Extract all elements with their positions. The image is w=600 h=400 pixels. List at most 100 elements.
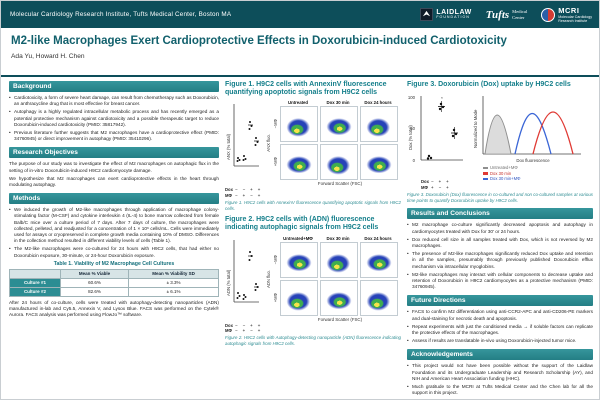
left-column: Background Cardiotoxicity, a form of sev… (9, 81, 219, 323)
title-block: M2-like Macrophages Exert Cardioprotecti… (1, 28, 599, 77)
results-bullet: M2 macrophage co-culture significantly d… (407, 222, 593, 234)
table1-row-label: Culture #1 (9, 277, 61, 288)
ack-heading: Acknowledgements (407, 349, 593, 361)
table1-cell: ± 3.3% (128, 277, 219, 288)
ack-bullet: This project would not have been possibl… (407, 363, 593, 382)
figure2-xlabel: Forward Scatter (FSC) (317, 316, 363, 322)
table1-header: Mean % Viability SD (128, 268, 219, 279)
table-row: Culture #2 82.6% ± 6.1% (9, 286, 219, 297)
future-bullet: FACS to confirm M2 differentiation using… (407, 309, 593, 321)
figure2-quant-ylabel: ADN (% total) (226, 269, 231, 296)
figure3: Figure 3. Doxorubicin (Dox) uptake by H9… (407, 81, 593, 203)
figure3-condition-matrix: Dox − + + MΦ + − + (421, 179, 449, 190)
figure1-caption: Figure 1. H9C2 cells with AnnexinV fluor… (225, 200, 401, 211)
figure1-col-label: Dox 24 hours (364, 100, 392, 106)
figure1-xlabel: Forward Scatter (FSC) (317, 181, 363, 187)
figure2-quant-plot: ADN (% total) Dox − − + + MΦ − + − + (225, 236, 261, 334)
figure1-quant-plot: ANX (% total) Dox − − + + MΦ − + − + (225, 100, 261, 198)
laidlaw-logo: LAIDLAW FOUNDATION (420, 8, 471, 21)
figure1-condition-matrix: Dox − − + + MΦ − + − + (225, 187, 261, 198)
results-heading: Results and Conclusions (407, 208, 593, 220)
authors: Ada Yu, Howard H. Chen (11, 53, 85, 60)
poster-title: M2-like Macrophages Exert Cardioprotecti… (11, 35, 507, 47)
section-acknowledgements: Acknowledgements This project would not … (407, 349, 593, 396)
section-background: Background Cardiotoxicity, a form of sev… (9, 81, 219, 142)
table1-cell: ± 6.1% (128, 286, 219, 297)
top-bar: Molecular Cardiology Research Institute,… (1, 1, 599, 28)
methods-bullet: We induced the growth of M2-like macroph… (9, 207, 219, 244)
svg-text:50: 50 (410, 126, 415, 131)
figure2: Figure 2. H9C2 cells with (ADN) fluoresc… (225, 216, 401, 346)
mcri-sub2: Research Institute (558, 19, 588, 23)
figure1-ylabel: ANX fluo. (266, 134, 271, 152)
objectives-paragraph: We hypothesize that M2 macrophages can e… (9, 175, 219, 188)
logo-strip: LAIDLAW FOUNDATION Tufts Medical Center … (420, 6, 592, 24)
legend-label: Dox 30 min+MΦ (490, 176, 521, 182)
table1-header: Mean % Viable (59, 268, 130, 279)
section-objectives: Research Objectives The purpose of our s… (9, 147, 219, 188)
figure1-col-label: Dox 30 min (326, 100, 350, 106)
svg-text:0: 0 (413, 158, 416, 163)
figure1-title: Figure 1. H9C2 cells with AnnexinV fluor… (225, 81, 387, 97)
facs-density-plot (280, 106, 318, 143)
figure1-quant-ylabel: ANX (% total) (226, 133, 231, 160)
mcri-logo: MCRI Molecular Cardiology Research Insti… (541, 6, 592, 24)
tufts-sub1: Medical (512, 9, 528, 15)
figure3-scatter-ylabel: Dox (% total) (408, 125, 413, 150)
figure3-caption: Figure 3. Doxorubicin (Dox) fluorescence… (407, 191, 593, 203)
figure1-row-label: −MΦ (272, 119, 278, 129)
table-row: Culture #1 60.6% ± 3.3% (9, 277, 219, 288)
facs-density-plot (280, 279, 318, 316)
middle-column: Figure 1. H9C2 cells with AnnexinV fluor… (225, 81, 401, 352)
tufts-name: Tufts (485, 8, 510, 21)
figure3-histogram: Normalized to Mode Dox fluorescence Untr… (471, 92, 593, 182)
facs-density-plot (360, 279, 398, 316)
mcri-sub1: Molecular Cardiology (558, 14, 592, 19)
background-bullet: Cardiotoxicity, a form of severe heart d… (9, 95, 219, 107)
figure1-flow-grid: Untreated Dox 30 min Dox 24 hours ANX fl… (265, 100, 401, 186)
background-bullet: Previous literature further suggests tha… (9, 130, 219, 142)
figure3-hist-xlabel: Dox fluorescence (516, 158, 550, 163)
facs-density-plot (320, 106, 358, 143)
legend-swatch-red (483, 172, 488, 175)
figure3-hist-ylabel: Normalized to Mode (473, 109, 478, 148)
table1-title: Table 1. Viability of M2 Macrophage Cell… (53, 260, 175, 267)
facs-density-plot (360, 241, 398, 278)
section-methods: Methods We induced the growth of M2-like… (9, 193, 219, 318)
figure3-scatter: Dox (% total) 0 50 100 * (407, 92, 465, 190)
laidlaw-bird-icon (420, 8, 434, 21)
table1-cell: 82.6% (59, 286, 130, 297)
methods-post-table: After 24 hours of co-culture, cells were… (9, 299, 219, 318)
objectives-paragraph: The purpose of our study was to investig… (9, 161, 219, 173)
results-bullet: The presence of M2-like macrophages sign… (407, 251, 593, 270)
section-results: Results and Conclusions M2 macrophage co… (407, 208, 593, 290)
figure2-col-label: Dox 30 min (326, 235, 350, 241)
legend-swatch-gray (483, 166, 488, 170)
mcri-circle-icon (541, 7, 556, 22)
legend-label: Dox 30 min (490, 170, 512, 176)
svg-text:*: * (441, 96, 443, 101)
figure2-col-label: Untreated+MΦ (283, 235, 313, 241)
table1-row-label: Culture #2 (9, 286, 61, 297)
future-bullet: Repeat experiments with just the conditi… (407, 324, 593, 336)
figure2-col-label: Dox 24 hours (364, 235, 392, 241)
tufts-sub2: Center (512, 14, 525, 20)
figure2-ylabel: ADN fluo. (266, 269, 271, 288)
figure2-title: Figure 2. H9C2 cells with (ADN) fluoresc… (225, 216, 379, 232)
figure1: Figure 1. H9C2 cells with AnnexinV fluor… (225, 81, 401, 211)
figure2-row-label: +MΦ (272, 292, 278, 303)
table1-cell: 60.6% (59, 277, 130, 288)
section-future: Future Directions FACS to confirm M2 dif… (407, 295, 593, 345)
facs-density-plot (280, 144, 318, 181)
figure2-condition-matrix: Dox − − + + MΦ − + − + (225, 322, 261, 333)
figure2-row-label: −MΦ (272, 254, 278, 265)
legend-label: Untreated+MΦ (490, 165, 518, 171)
future-bullet: Assess if results are translatable in-vi… (407, 338, 593, 344)
figure1-row-label: +MΦ (272, 157, 278, 167)
title-divider (1, 75, 599, 77)
figure2-caption: Figure 2. H9C2 cells with Autophagy-dete… (225, 335, 401, 347)
facs-density-plot (320, 144, 358, 181)
facs-density-plot (360, 106, 398, 143)
methods-heading: Methods (9, 193, 219, 205)
